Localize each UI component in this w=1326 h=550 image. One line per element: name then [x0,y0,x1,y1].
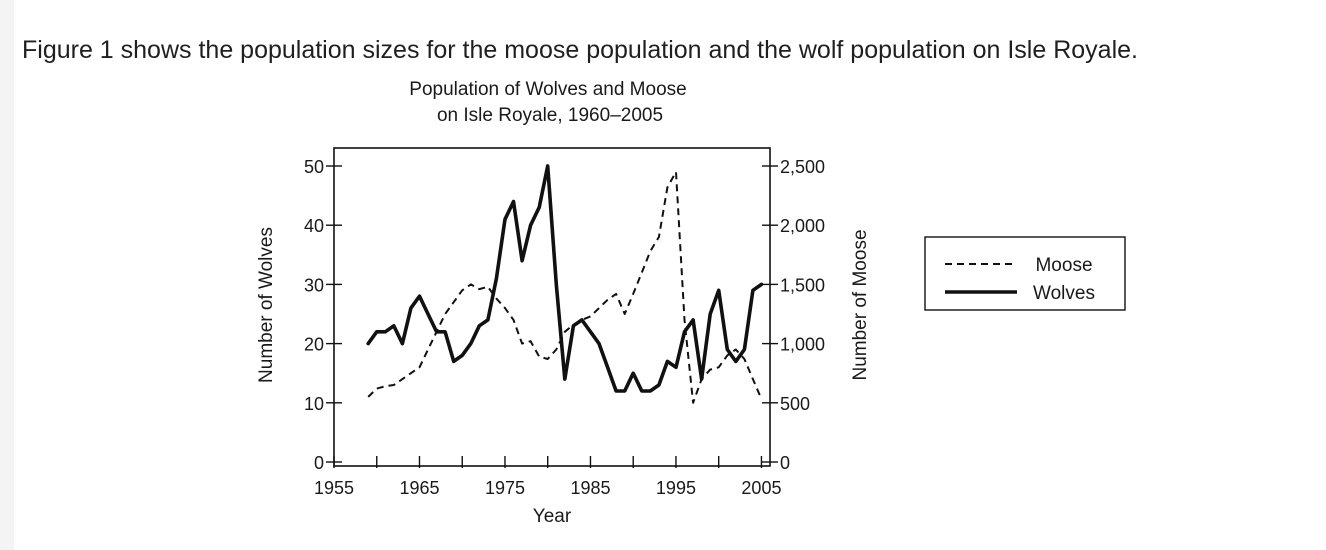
chart-title-line-1: Population of Wolves and Moose [409,79,686,100]
y-right-axis-label: Number of Moose [850,229,871,380]
x-tick-label: 2005 [741,478,781,498]
legend-box [924,236,1126,311]
x-tick-label: 1995 [656,478,696,498]
x-tick-label: 1985 [570,478,610,498]
y-right-tick-label: 2,000 [780,216,825,236]
y-left-tick-label: 10 [304,394,324,414]
y-right-tick-label: 500 [780,394,810,414]
plot-frame [333,147,771,467]
series-line-wolves [366,164,764,393]
x-tick-label: 1975 [485,478,525,498]
y-left-tick-label: 20 [304,335,324,355]
intro-text: Figure 1 shows the population sizes for … [22,36,1138,64]
y-right-tick-label: 0 [780,453,790,473]
legend-label-moose: Moose [1035,255,1092,276]
x-tick-label: 1955 [314,478,354,498]
x-axis-label: Year [533,506,572,527]
legend-label-wolves: Wolves [1033,283,1095,304]
x-tick-label: 1965 [399,478,439,498]
y-left-axis-label: Number of Wolves [256,227,277,383]
y-right-tick-label: 1,000 [780,335,825,355]
y-right-tick-label: 2,500 [780,157,825,177]
y-left-tick-label: 0 [314,453,324,473]
series-line-moose [367,170,763,404]
y-left-tick-label: 50 [304,157,324,177]
y-left-tick-label: 40 [304,216,324,236]
chart-title-line-2: on Isle Royale, 1960–2005 [437,105,663,126]
y-left-tick-label: 30 [304,275,324,295]
y-right-tick-label: 1,500 [780,275,825,295]
